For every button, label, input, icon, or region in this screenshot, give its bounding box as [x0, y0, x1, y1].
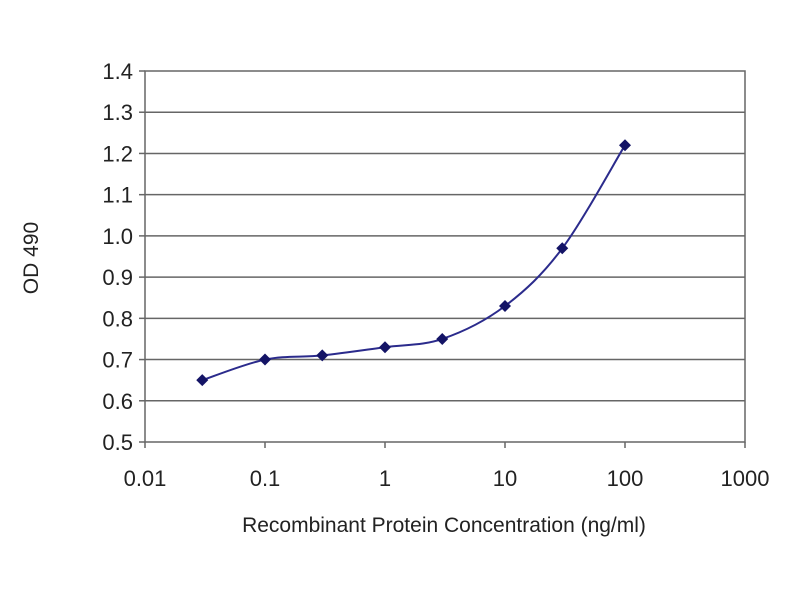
y-tick-label: 0.8 — [102, 306, 133, 331]
y-tick-label: 0.5 — [102, 430, 133, 455]
x-tick-label: 10 — [493, 466, 517, 491]
y-tick-label: 1.2 — [102, 141, 133, 166]
data-point-marker — [556, 242, 569, 255]
y-tick-label: 0.7 — [102, 348, 133, 373]
y-tick-label: 0.9 — [102, 265, 133, 290]
gridlines — [145, 111, 745, 402]
x-axis-label: Recombinant Protein Concentration (ng/ml… — [242, 514, 646, 537]
x-axis-ticks: 0.01 0.1 1 10 100 1000 — [124, 442, 770, 491]
y-tick-label: 1.4 — [102, 59, 133, 84]
y-tick-label: 0.6 — [102, 389, 133, 414]
y-tick-label: 1.0 — [102, 224, 133, 249]
x-tick-label: 0.01 — [124, 466, 167, 491]
x-tick-label: 100 — [607, 466, 644, 491]
x-tick-label: 1 — [379, 466, 391, 491]
data-point-marker — [436, 332, 449, 345]
y-axis-ticks: 1.4 1.3 1.2 1.1 1.0 0.9 0.8 0.7 0.6 0.5 — [102, 59, 145, 455]
series-group — [196, 139, 631, 387]
data-point-marker — [259, 353, 271, 366]
plot-frame — [144, 70, 746, 443]
data-point-marker — [499, 299, 511, 312]
data-point-marker — [379, 341, 391, 354]
data-point-marker — [316, 349, 329, 362]
x-tick-label: 0.1 — [250, 466, 281, 491]
y-axis-label: OD 490 — [20, 222, 43, 294]
x-tick-label: 1000 — [721, 466, 770, 491]
y-tick-label: 1.3 — [102, 100, 133, 125]
y-tick-label: 1.1 — [102, 183, 133, 208]
data-point-marker — [619, 139, 631, 152]
data-point-marker — [196, 374, 209, 387]
